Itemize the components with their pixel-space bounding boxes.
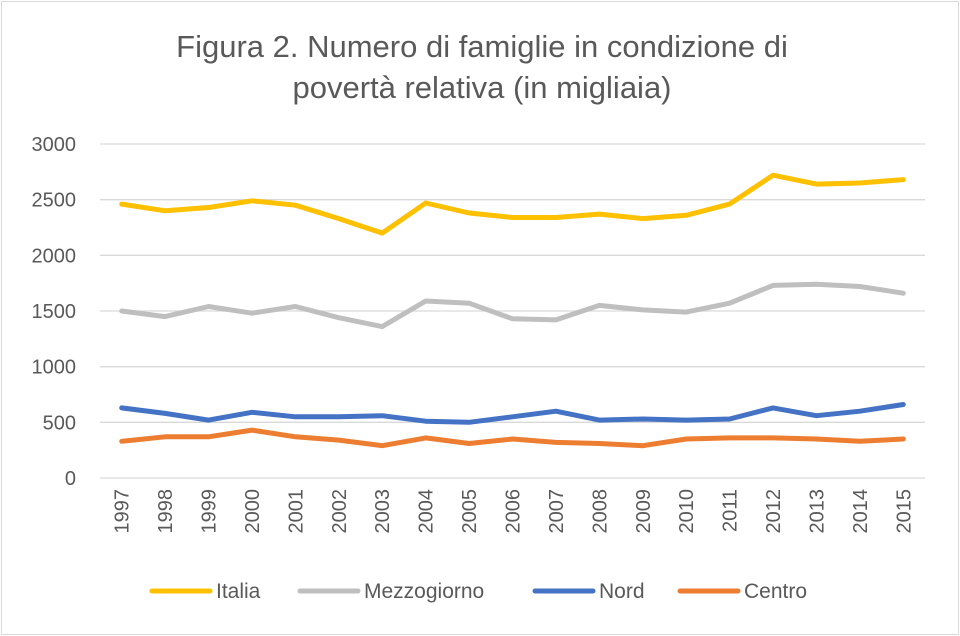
legend-label-italia: Italia (216, 580, 261, 603)
y-tick-label: 3000 (32, 134, 77, 156)
x-tick-label: 2004 (416, 489, 438, 534)
x-tick-label: 2014 (850, 489, 872, 534)
y-tick-label: 2500 (32, 190, 77, 212)
x-tick-label: 2011 (720, 489, 742, 532)
x-tick-label: 1999 (199, 489, 221, 534)
legend-label-centro: Centro (744, 580, 807, 603)
y-tick-label: 1000 (32, 357, 77, 379)
x-tick-label: 1998 (155, 489, 177, 534)
x-axis-tick-labels: 1997 1998 1999 2000 2001 2002 2003 2004 2005 2006… (112, 489, 916, 534)
x-tick-label: 2006 (503, 489, 525, 534)
x-tick-label: 2003 (372, 489, 394, 534)
x-tick-label: 2002 (329, 489, 351, 534)
x-tick-label: 2012 (763, 489, 785, 534)
y-axis-tick-labels: 0 500 1000 1500 2000 2500 3000 (32, 134, 77, 490)
x-tick-label: 2000 (242, 489, 264, 534)
series-lines (119, 172, 906, 449)
x-tick-label: 2009 (633, 489, 655, 534)
y-tick-label: 1500 (32, 301, 77, 323)
x-tick-label: 2001 (285, 489, 307, 534)
chart-title: Figura 2. Numero di famiglie in condizio… (176, 29, 788, 105)
chart-title-line-1: Figura 2. Numero di famiglie in condizio… (176, 29, 788, 64)
x-tick-label: 2013 (806, 489, 828, 534)
y-tick-label: 500 (43, 412, 76, 434)
series-line-italia (119, 172, 906, 236)
x-tick-label: 2005 (459, 489, 481, 533)
x-tick-label: 2008 (589, 489, 611, 534)
legend: Italia Mezzogiorno Nord Centro (149, 580, 807, 603)
y-tick-label: 2000 (32, 245, 77, 267)
gridlines (100, 143, 925, 479)
y-tick-label: 0 (65, 468, 76, 490)
series-line-nord (119, 402, 906, 425)
x-tick-label: 1997 (112, 489, 134, 534)
x-tick-label: 2007 (546, 489, 568, 534)
chart-title-line-2: povertà relativa (in migliaia) (292, 70, 671, 105)
series-line-mezzogiorno (119, 281, 906, 330)
legend-label-nord: Nord (599, 580, 645, 603)
x-tick-label: 2010 (676, 489, 698, 534)
legend-label-mezzogiorno: Mezzogiorno (364, 580, 484, 603)
series-line-centro (119, 427, 906, 449)
x-tick-label: 2015 (893, 489, 915, 534)
